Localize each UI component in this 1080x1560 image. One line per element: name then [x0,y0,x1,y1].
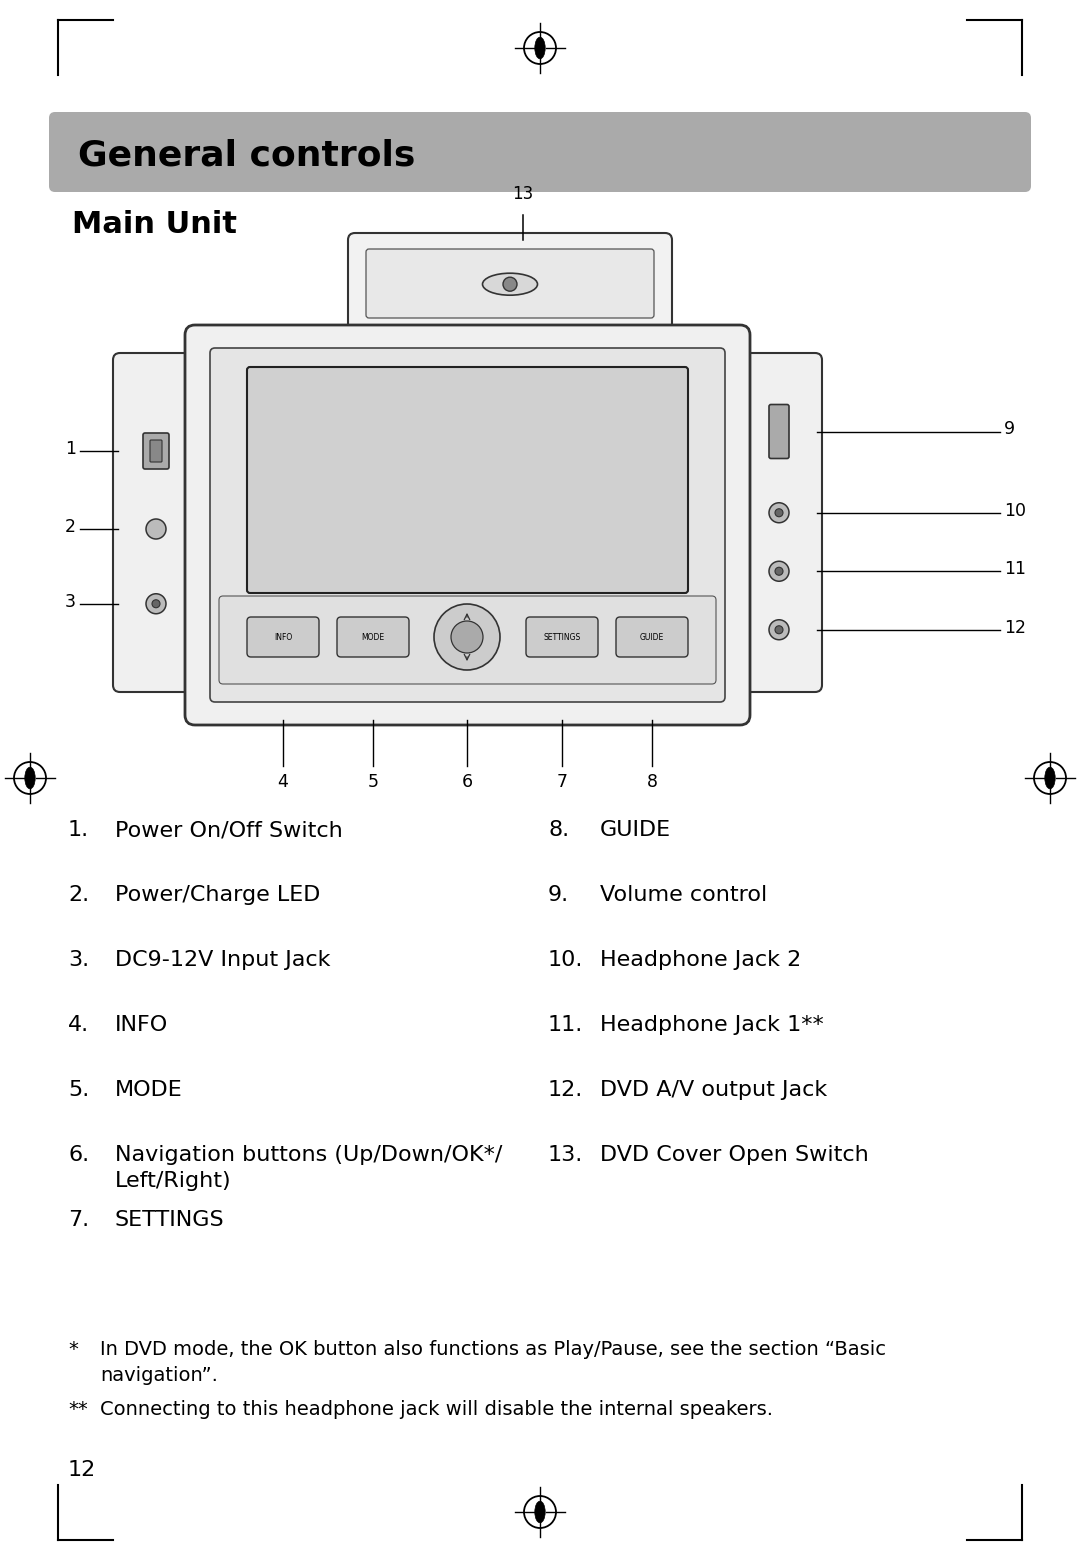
Text: 6: 6 [461,774,473,791]
Text: 6.: 6. [68,1145,90,1165]
Text: DVD Cover Open Switch: DVD Cover Open Switch [600,1145,868,1165]
Text: Power On/Off Switch: Power On/Off Switch [114,821,342,839]
Text: 5.: 5. [68,1080,90,1100]
Text: 10: 10 [1004,502,1026,519]
Text: Power/Charge LED: Power/Charge LED [114,885,321,905]
FancyBboxPatch shape [113,353,199,693]
Text: 12: 12 [68,1460,96,1480]
Text: 8: 8 [647,774,658,791]
Text: 2: 2 [65,518,76,537]
FancyBboxPatch shape [247,618,319,657]
Text: 4.: 4. [68,1016,90,1034]
Ellipse shape [535,1501,545,1523]
Text: GUIDE: GUIDE [600,821,671,839]
Text: General controls: General controls [78,137,416,172]
Circle shape [434,604,500,669]
Text: Headphone Jack 1**: Headphone Jack 1** [600,1016,824,1034]
Text: 12: 12 [1004,619,1026,636]
Text: 7.: 7. [68,1211,90,1229]
Text: 7: 7 [556,774,567,791]
Circle shape [146,594,166,613]
Text: **: ** [68,1399,87,1420]
FancyBboxPatch shape [143,434,168,470]
Text: 9.: 9. [548,885,569,905]
Text: DC9-12V Input Jack: DC9-12V Input Jack [114,950,330,970]
Ellipse shape [25,768,36,789]
Circle shape [775,568,783,576]
FancyBboxPatch shape [348,232,672,332]
Text: navigation”.: navigation”. [100,1367,218,1385]
Ellipse shape [1044,768,1055,789]
Text: Navigation buttons (Up/Down/OK*/: Navigation buttons (Up/Down/OK*/ [114,1145,502,1165]
FancyBboxPatch shape [526,618,598,657]
Text: 4: 4 [278,774,288,791]
Text: SETTINGS: SETTINGS [543,633,581,643]
Circle shape [503,278,517,292]
FancyBboxPatch shape [150,440,162,462]
Text: GUIDE: GUIDE [639,633,664,643]
Text: 1.: 1. [68,821,90,839]
Text: MODE: MODE [114,1080,183,1100]
Text: Headphone Jack 2: Headphone Jack 2 [600,950,801,970]
FancyBboxPatch shape [219,596,716,683]
Circle shape [769,502,789,523]
FancyBboxPatch shape [616,618,688,657]
FancyBboxPatch shape [769,404,789,459]
FancyBboxPatch shape [735,353,822,693]
Text: 11: 11 [1004,560,1026,579]
Text: 1: 1 [65,440,76,459]
FancyBboxPatch shape [366,250,654,318]
Text: 13.: 13. [548,1145,583,1165]
Text: In DVD mode, the OK button also functions as Play/Pause, see the section “Basic: In DVD mode, the OK button also function… [100,1340,886,1359]
Text: DVD A/V output Jack: DVD A/V output Jack [600,1080,827,1100]
Circle shape [769,562,789,582]
Circle shape [775,509,783,516]
Ellipse shape [483,273,538,295]
Text: 10.: 10. [548,950,583,970]
FancyBboxPatch shape [247,367,688,593]
FancyBboxPatch shape [49,112,1031,192]
FancyBboxPatch shape [337,618,409,657]
FancyBboxPatch shape [185,324,750,725]
Text: 3.: 3. [68,950,90,970]
Ellipse shape [535,37,545,59]
Circle shape [451,621,483,654]
Text: Left/Right): Left/Right) [114,1172,231,1190]
Text: 12.: 12. [548,1080,583,1100]
Circle shape [769,619,789,640]
Circle shape [146,519,166,540]
Text: 5: 5 [367,774,378,791]
Text: 11.: 11. [548,1016,583,1034]
Circle shape [152,599,160,608]
FancyBboxPatch shape [210,348,725,702]
Text: INFO: INFO [274,633,292,643]
Text: 13: 13 [512,186,534,203]
Text: SETTINGS: SETTINGS [114,1211,225,1229]
Text: 8.: 8. [548,821,569,839]
Text: Connecting to this headphone jack will disable the internal speakers.: Connecting to this headphone jack will d… [100,1399,773,1420]
Text: 3: 3 [65,593,76,612]
Circle shape [775,626,783,633]
Text: Main Unit: Main Unit [72,211,237,239]
Text: 2.: 2. [68,885,90,905]
Text: *: * [68,1340,78,1359]
Text: MODE: MODE [362,633,384,643]
Text: Volume control: Volume control [600,885,767,905]
Text: INFO: INFO [114,1016,168,1034]
Text: 9: 9 [1004,421,1015,438]
